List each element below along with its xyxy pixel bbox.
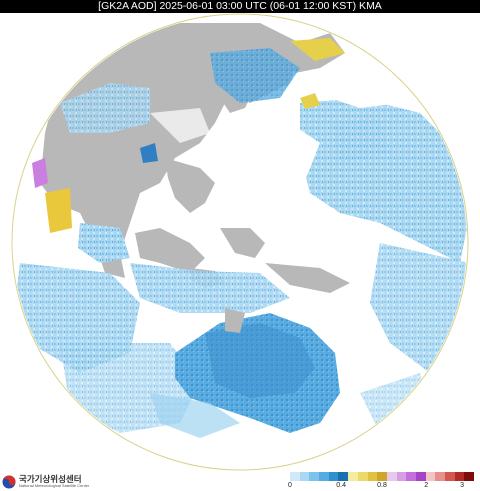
image-title: [GK2A AOD] 2025-06-01 03:00 UTC (06-01 1… (0, 0, 480, 13)
colorbar-swatch (396, 472, 407, 481)
earth-disk-svg (11, 13, 469, 471)
colorbar-tick-label: 0 (288, 482, 292, 489)
taegeuk-logo-icon (2, 475, 16, 488)
colorbar-swatch (309, 472, 320, 481)
colorbar-swatch (299, 472, 310, 481)
colorbar-tick-label: 2 (424, 482, 429, 489)
colorbar-swatch (386, 472, 397, 481)
logo-text-korean: 국가기상위성센터 (19, 473, 82, 484)
colorbar-swatch (406, 472, 416, 481)
colorbar-swatch (338, 472, 349, 481)
maritime-land (135, 228, 205, 273)
colorbar-swatch (435, 472, 445, 481)
colorbar-swatch (464, 472, 475, 481)
colorbar-swatch (357, 472, 368, 481)
kma-logo: 국가기상위성센터 National Meteorological Satelli… (2, 473, 89, 490)
colorbar-swatches (290, 472, 475, 481)
colorbar-swatch (425, 472, 436, 481)
aod-colorbar: 0 0.4 0.8 2 3 (288, 472, 475, 491)
colorbar-swatch (415, 472, 426, 481)
cloud-gap (215, 123, 320, 233)
colorbar-swatch (348, 472, 358, 481)
colorbar-swatch (367, 472, 378, 481)
colorbar-swatch (290, 472, 300, 481)
colorbar-swatch (454, 472, 465, 481)
colorbar-tick-label: 3 (460, 482, 464, 489)
colorbar-ticks: 0 0.4 0.8 2 3 (288, 481, 474, 491)
colorbar-swatch (377, 472, 387, 481)
logo-text-english: National Meteorological Satellite Center (19, 483, 90, 489)
colorbar-tick-label: 0.8 (377, 482, 387, 489)
colorbar-tick-label: 0.4 (336, 482, 347, 489)
satellite-map (0, 13, 480, 471)
colorbar-swatch (445, 472, 455, 481)
colorbar-swatch (328, 472, 339, 481)
colorbar-swatch (319, 472, 329, 481)
